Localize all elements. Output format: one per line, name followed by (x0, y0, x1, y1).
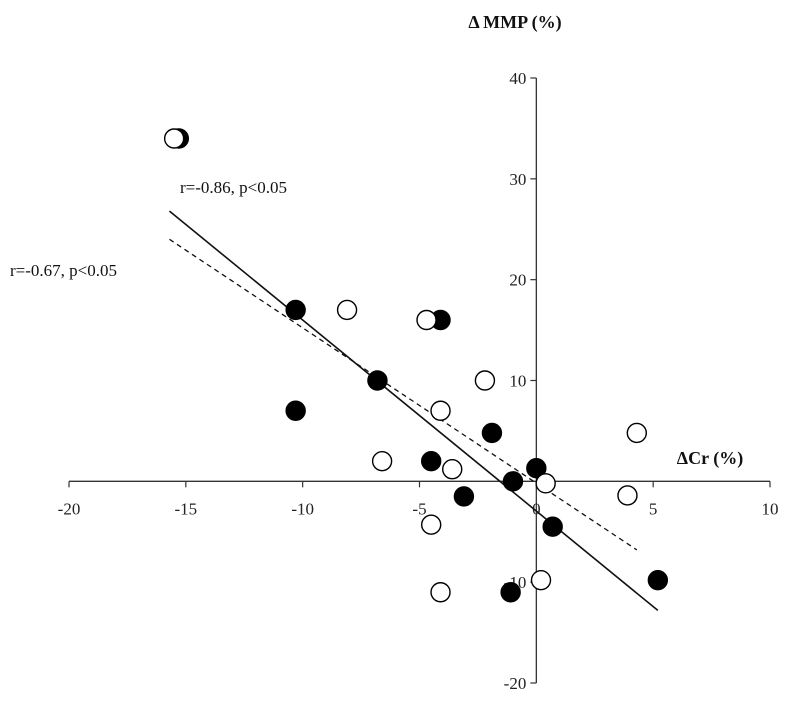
filled-data-point (285, 400, 306, 421)
x-axis-title: ΔCr (%) (677, 448, 743, 469)
open-data-point (163, 128, 185, 149)
open-data-point (474, 370, 496, 391)
solid-fit-line (168, 210, 659, 612)
open-data-point (336, 299, 358, 321)
open-data-point (430, 400, 451, 421)
data-points (163, 128, 669, 603)
x-tick-label: -5 (412, 499, 426, 518)
y-tick-label: 40 (509, 69, 526, 88)
open-data-point (420, 514, 442, 535)
axes (69, 78, 770, 683)
solid-fit-annotation: r=-0.86, p<0.05 (180, 178, 287, 197)
filled-data-point (542, 516, 563, 537)
open-data-point (530, 569, 552, 591)
open-data-point (626, 422, 648, 444)
filled-data-point (502, 471, 524, 492)
x-tick-label: -20 (58, 499, 81, 518)
open-data-point (442, 459, 463, 480)
dashed-fit-annotation: r=-0.67, p<0.05 (10, 261, 117, 280)
filled-data-point (647, 569, 669, 591)
open-data-point (535, 473, 556, 494)
filled-data-point (420, 450, 442, 472)
x-tick-label: 5 (649, 499, 658, 518)
filled-data-point (367, 370, 388, 391)
filled-data-point (285, 299, 306, 321)
x-tick-label: 10 (762, 499, 779, 518)
fit-lines (168, 210, 659, 612)
dashed-fit-line (169, 238, 638, 551)
filled-data-point (481, 422, 503, 444)
x-tick-label: 0 (532, 499, 541, 518)
open-data-point (617, 485, 638, 506)
open-data-point (371, 450, 393, 472)
x-tick-label: -15 (174, 499, 197, 518)
y-tick-label: 30 (509, 170, 526, 189)
filled-data-point (526, 458, 547, 479)
y-tick-label: 10 (509, 372, 526, 391)
y-tick-label: 20 (509, 271, 526, 290)
open-data-point (430, 582, 451, 603)
x-ticks: -20 -15 -10 -5 0 5 10 (58, 481, 779, 518)
y-tick-label: -20 (504, 674, 527, 693)
x-tick-label: -10 (291, 499, 314, 518)
open-data-point (416, 309, 437, 331)
y-axis-title: Δ MMP (%) (468, 12, 561, 33)
filled-data-point (453, 486, 475, 507)
filled-data-point (500, 582, 521, 603)
